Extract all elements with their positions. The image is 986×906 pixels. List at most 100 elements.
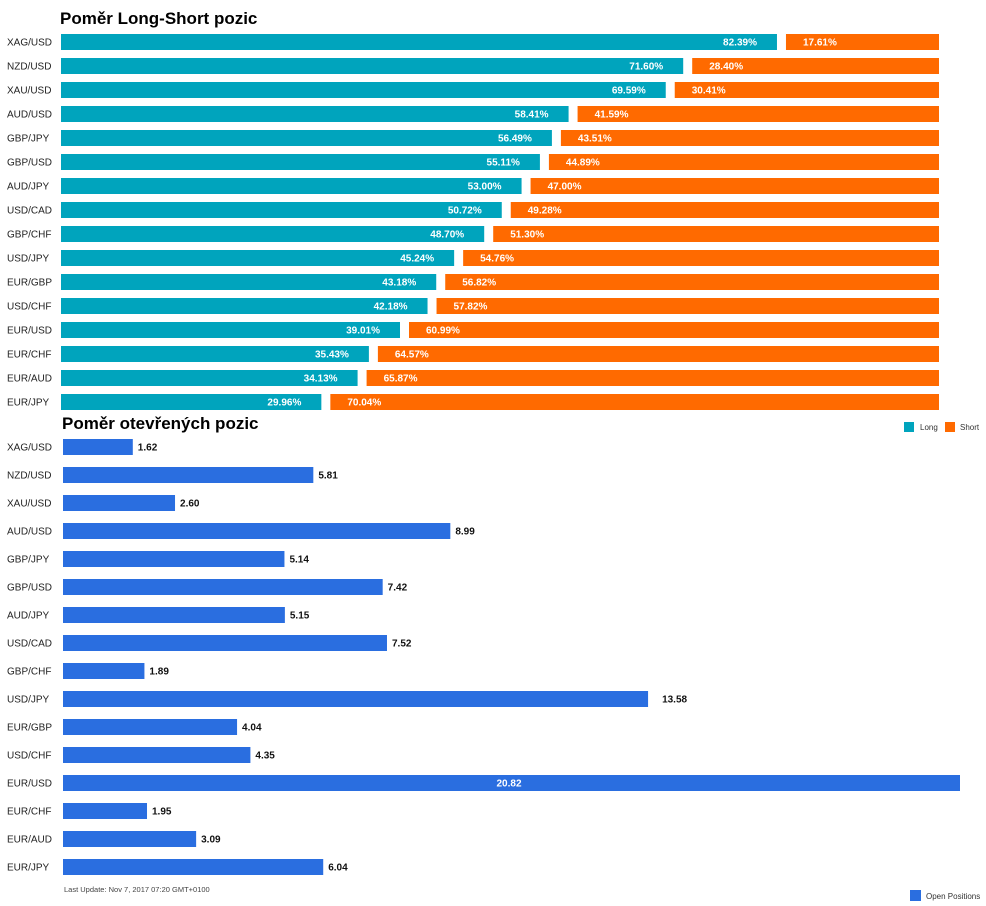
short-bar: [366, 370, 940, 386]
op-category-label: XAU/USD: [7, 499, 51, 510]
ls-category-label: XAU/USD: [7, 86, 51, 97]
short-value-label: 60.99%: [426, 326, 460, 337]
long-value-label: 43.18%: [382, 278, 416, 289]
op-category-label: USD/CAD: [7, 639, 52, 650]
op-category-label: USD/JPY: [7, 695, 50, 706]
ls-category-label: AUD/USD: [7, 110, 52, 121]
short-bar: [530, 178, 939, 194]
op-category-label: EUR/AUD: [7, 835, 52, 846]
long-bar: [61, 298, 428, 314]
op-category-label: GBP/CHF: [7, 667, 51, 678]
long-value-label: 56.49%: [498, 134, 532, 145]
open-positions-value-label: 20.82: [497, 779, 522, 790]
open-positions-bar: [63, 607, 285, 623]
short-value-label: 51.30%: [510, 230, 544, 241]
op-category-label: AUD/JPY: [7, 611, 50, 622]
short-bar: [436, 298, 939, 314]
long-value-label: 29.96%: [267, 398, 301, 409]
open-positions-legend: Open Positions: [910, 890, 980, 901]
short-value-label: 64.57%: [395, 350, 429, 361]
long-value-label: 53.00%: [468, 182, 502, 193]
ls-category-label: AUD/JPY: [7, 182, 50, 193]
long-bar: [61, 226, 485, 242]
long-bar: [61, 82, 666, 98]
open-positions-value-label: 4.04: [242, 723, 262, 734]
short-bar: [674, 82, 939, 98]
op-category-label: GBP/JPY: [7, 555, 50, 566]
long-value-label: 45.24%: [400, 254, 434, 265]
legend-short-swatch: [945, 422, 955, 432]
legend-open-swatch: [910, 890, 921, 901]
open-positions-value-label: 5.81: [318, 471, 338, 482]
op-category-label: EUR/JPY: [7, 863, 50, 874]
ls-category-label: GBP/JPY: [7, 134, 50, 145]
open-positions-bar: [63, 551, 285, 567]
long-bar: [61, 202, 502, 218]
open-positions-bar: [63, 775, 960, 791]
short-value-label: 30.41%: [692, 86, 726, 97]
chart2-title: Poměr otevřených pozic: [62, 414, 259, 433]
long-value-label: 39.01%: [346, 326, 380, 337]
open-positions-bar: [63, 747, 251, 763]
ls-category-label: USD/CAD: [7, 206, 52, 217]
long-value-label: 82.39%: [723, 38, 757, 49]
short-bar: [692, 58, 939, 74]
op-category-label: EUR/CHF: [7, 807, 51, 818]
long-bar: [61, 58, 684, 74]
long-value-label: 42.18%: [374, 302, 408, 313]
short-value-label: 41.59%: [595, 110, 629, 121]
short-bar: [493, 226, 939, 242]
short-bar: [577, 106, 939, 122]
ls-category-label: GBP/USD: [7, 158, 52, 169]
ls-category-label: EUR/JPY: [7, 398, 50, 409]
op-category-label: EUR/USD: [7, 779, 52, 790]
short-bar: [548, 154, 939, 170]
legend-short-label: Short: [960, 423, 980, 432]
open-positions-value-label: 5.14: [289, 555, 309, 566]
open-positions-value-label: 7.42: [388, 583, 408, 594]
op-category-label: XAG/USD: [7, 443, 52, 454]
long-bar: [61, 250, 455, 266]
open-positions-bar: [63, 635, 387, 651]
long-value-label: 50.72%: [448, 206, 482, 217]
legend-long-label: Long: [920, 423, 938, 432]
open-positions-bar: [63, 719, 238, 735]
open-positions-value-label: 13.58: [662, 695, 687, 706]
open-positions-bar: [63, 439, 133, 455]
open-positions-value-label: 6.04: [328, 863, 348, 874]
open-positions-bar: [63, 691, 649, 707]
long-value-label: 55.11%: [487, 158, 520, 169]
open-positions-bar: [63, 523, 451, 539]
open-positions-value-label: 2.60: [180, 499, 200, 510]
short-bar: [377, 346, 939, 362]
open-positions-bar: [63, 859, 324, 875]
long-bar: [61, 106, 569, 122]
short-value-label: 70.04%: [347, 398, 381, 409]
long-bar: [61, 394, 322, 410]
ls-category-label: EUR/USD: [7, 326, 52, 337]
open-positions-value-label: 8.99: [455, 527, 475, 538]
legend-open-label: Open Positions: [926, 892, 980, 901]
ls-category-label: EUR/CHF: [7, 350, 51, 361]
last-update-text: Last Update: Nov 7, 2017 07:20 GMT+0100: [64, 885, 210, 894]
long-value-label: 48.70%: [430, 230, 464, 241]
long-short-chart: XAG/USD 82.39% 17.61% NZD/USD 71.60% 28.40% XA…: [7, 34, 940, 410]
op-category-label: NZD/USD: [7, 471, 51, 482]
open-positions-bar: [63, 495, 176, 511]
ls-category-label: XAG/USD: [7, 38, 52, 49]
open-positions-value-label: 4.35: [255, 751, 275, 762]
short-value-label: 28.40%: [709, 62, 743, 73]
short-value-label: 65.87%: [384, 374, 418, 385]
long-value-label: 71.60%: [629, 62, 663, 73]
long-bar: [61, 274, 437, 290]
ls-category-label: EUR/AUD: [7, 374, 52, 385]
open-positions-bar: [63, 467, 314, 483]
long-bar: [61, 154, 540, 170]
short-value-label: 49.28%: [528, 206, 562, 217]
long-bar: [61, 346, 369, 362]
open-positions-bar: [63, 803, 148, 819]
long-bar: [61, 178, 522, 194]
short-bar: [785, 34, 939, 50]
